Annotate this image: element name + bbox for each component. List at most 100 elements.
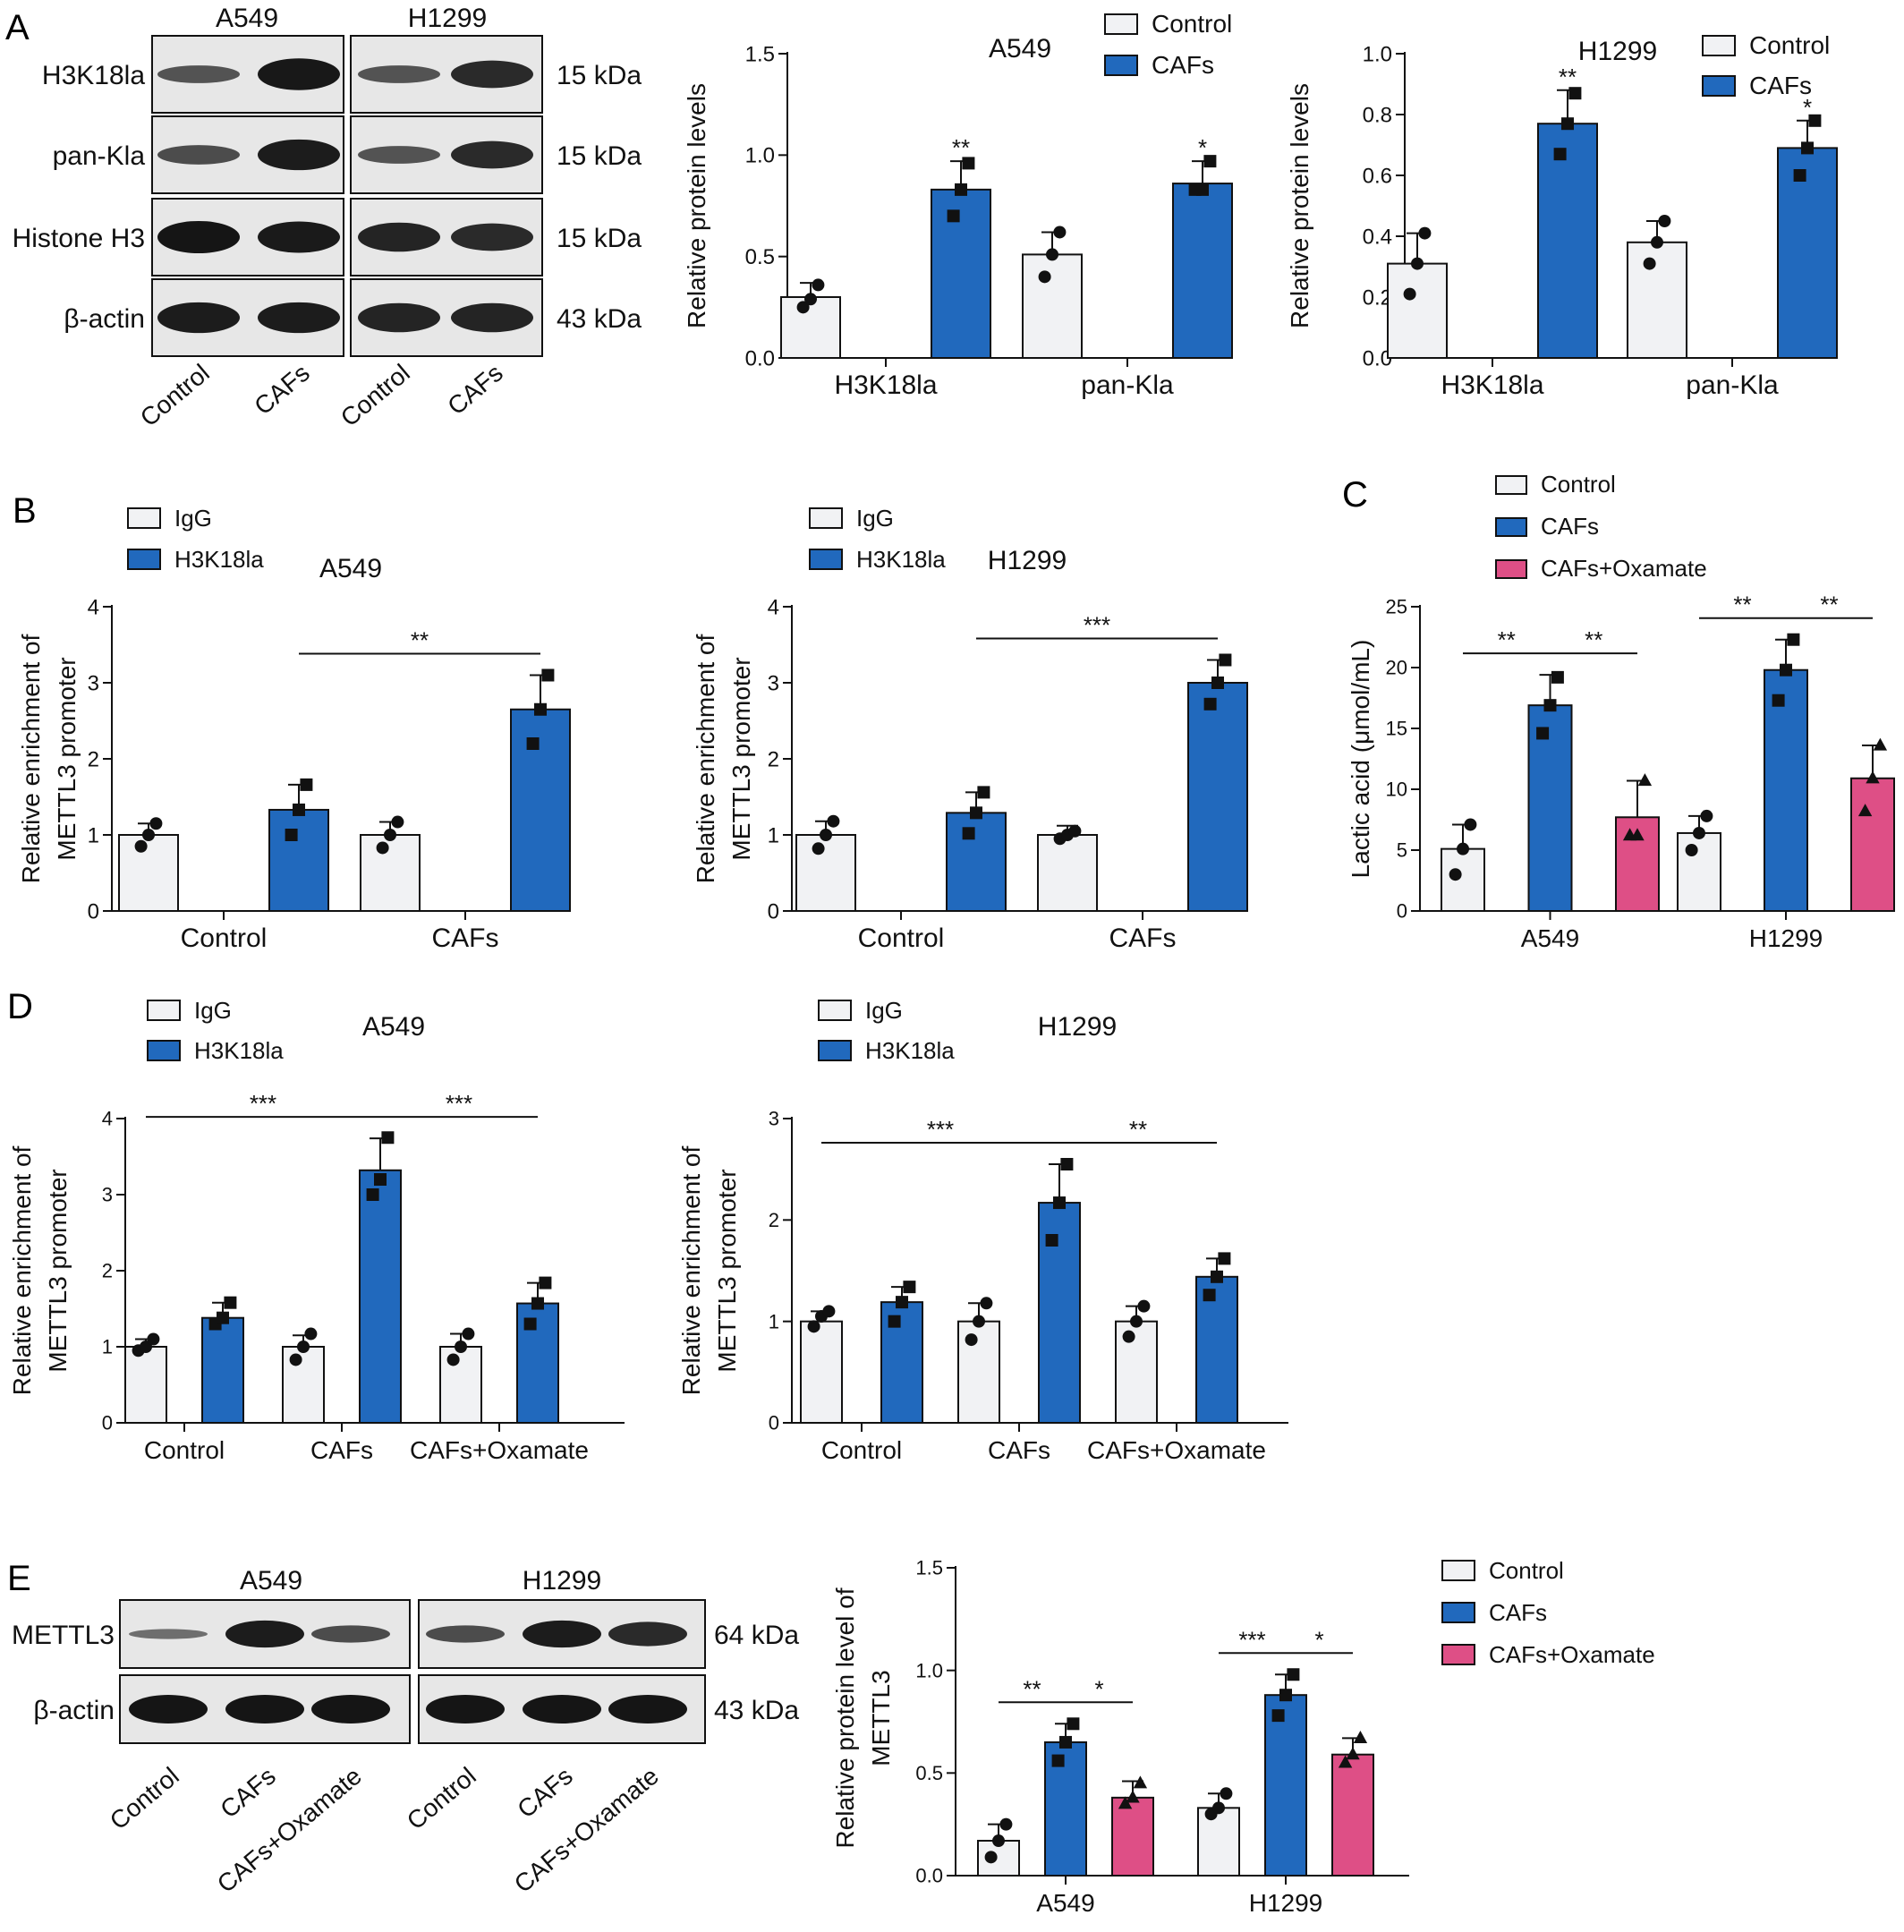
western-blot-e: A549 H1299 METTL3 64 kDa β-actin 43 kDa Contro…	[12, 1566, 799, 1898]
bar	[800, 1320, 843, 1424]
data-point	[1126, 1790, 1140, 1803]
bar	[1264, 1694, 1307, 1877]
bar-charts: 0.0 0.5 1.0 1.5 Relative protein levels H3K18…	[8, 10, 1895, 1917]
x-category-label: Control	[181, 923, 268, 953]
legend-label: CAFs+Oxamate	[1541, 555, 1707, 582]
data-point	[224, 1296, 237, 1309]
x-category-label: CAFs	[432, 923, 499, 953]
bar	[1195, 1275, 1238, 1425]
blot-kda-label: 15 kDa	[557, 224, 642, 253]
blot-lane-label: CAFs	[249, 359, 315, 421]
data-point	[962, 827, 975, 840]
data-point	[1568, 87, 1582, 100]
y-tick-label: 3	[102, 1184, 113, 1206]
data-point	[140, 1340, 152, 1353]
significance-marker: ***	[1238, 1626, 1265, 1653]
blot-band	[608, 1695, 687, 1723]
bar	[1537, 123, 1598, 359]
data-point	[1643, 257, 1656, 270]
significance-marker: **	[1733, 592, 1751, 618]
blot-band	[311, 1625, 390, 1643]
y-tick-label: 2	[88, 747, 99, 771]
legend: Control CAFs	[1702, 31, 1830, 99]
y-tick-label: 0	[88, 899, 99, 923]
y-tick-label: 4	[768, 595, 779, 619]
data-point	[149, 817, 163, 830]
legend: IgG H3K18la	[127, 505, 264, 573]
y-tick-label: 4	[88, 595, 99, 619]
blot-band	[157, 220, 240, 254]
data-point	[1353, 1730, 1368, 1743]
significance-marker: **	[1023, 1675, 1041, 1702]
data-point	[1060, 1158, 1074, 1170]
bar	[510, 708, 571, 912]
bar	[946, 812, 1007, 912]
legend-label: CAFs	[1152, 51, 1214, 79]
blot-band	[426, 1695, 505, 1723]
blot-band	[451, 60, 533, 89]
data-point	[1196, 183, 1209, 196]
bar	[282, 1346, 325, 1424]
legend: IgG H3K18la	[147, 997, 284, 1064]
data-point	[812, 278, 825, 292]
data-point	[462, 1327, 475, 1340]
x-category-label: H1299	[1249, 1889, 1323, 1917]
y-tick-label: 0.6	[1363, 164, 1392, 188]
x-category-label: CAFs	[310, 1436, 373, 1464]
data-point	[1873, 737, 1888, 751]
x-category-label: H3K18la	[834, 370, 937, 400]
blot-row-label: β-actin	[33, 1696, 115, 1725]
data-point	[1130, 1315, 1143, 1328]
y-tick-label: 1.0	[745, 144, 775, 168]
data-point	[970, 806, 982, 820]
y-tick-label: 0.5	[745, 245, 775, 269]
data-point	[962, 157, 975, 170]
bar	[1627, 241, 1687, 359]
data-point	[1051, 1754, 1065, 1767]
legend-swatch	[1495, 559, 1527, 579]
data-point	[973, 1315, 985, 1328]
data-point	[541, 668, 555, 682]
blot-lane-label: CAFs	[215, 1762, 281, 1824]
legend-label: Control	[1541, 471, 1616, 498]
data-point	[1118, 1796, 1133, 1809]
bar	[1022, 253, 1083, 359]
bar	[780, 296, 841, 359]
data-point	[1693, 826, 1705, 839]
data-point	[1068, 824, 1082, 838]
data-point	[955, 183, 967, 196]
data-point	[1793, 169, 1806, 182]
legend-swatch	[1702, 75, 1736, 97]
blot-band	[129, 1695, 208, 1723]
legend-label: CAFs	[1749, 72, 1812, 99]
y-tick-label: 3	[769, 1108, 779, 1130]
y-tick-label: 1	[88, 823, 99, 847]
western-blot-a: A549 H1299 H3K18la 15 kDa pan-Kla 15 kDa Histo…	[13, 4, 642, 432]
blot-band	[426, 1625, 505, 1643]
data-point	[1212, 1801, 1225, 1815]
legend-swatch	[1104, 13, 1138, 35]
legend-swatch	[818, 1040, 852, 1061]
panel-label-c: C	[1342, 475, 1368, 515]
blot-band	[358, 222, 440, 252]
legend-label: Control	[1152, 10, 1232, 38]
blot-band	[451, 223, 533, 251]
legend-swatch	[818, 1000, 852, 1021]
significance-marker: *	[1314, 1626, 1323, 1653]
y-axis-label: Relative enrichment of	[677, 1145, 705, 1395]
data-point	[304, 1327, 318, 1340]
y-tick-label: 0	[768, 899, 779, 923]
y-axis-label: Relative enrichment of	[692, 634, 719, 883]
data-point	[1700, 809, 1713, 822]
data-point	[1203, 155, 1217, 168]
legend-swatch	[809, 549, 843, 570]
y-tick-label: 2	[769, 1209, 779, 1231]
data-point	[1801, 141, 1814, 155]
y-tick-label: 1.5	[745, 42, 775, 66]
data-point	[1787, 633, 1800, 646]
bar	[516, 1302, 559, 1425]
x-category-label: Control	[144, 1436, 225, 1464]
y-tick-label: 1.5	[915, 1557, 943, 1579]
y-axis-label: Relative enrichment of	[8, 1145, 36, 1395]
data-point	[827, 814, 840, 828]
